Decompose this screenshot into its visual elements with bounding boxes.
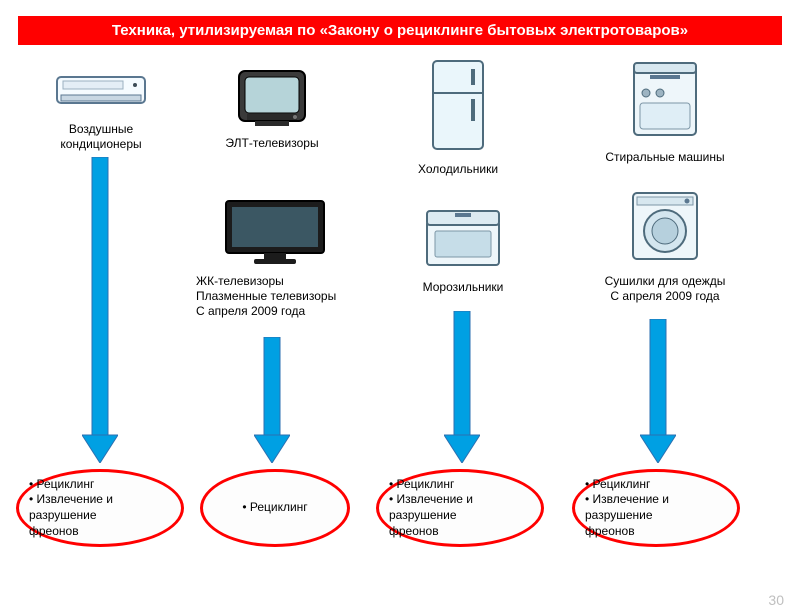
r3-l1: • Извлечение и xyxy=(389,492,531,508)
r1-l2: разрушение xyxy=(29,508,171,524)
dryer-icon xyxy=(625,185,705,270)
appliance-washer: Стиральные машины xyxy=(590,57,740,165)
arrow-3 xyxy=(444,311,480,463)
r4-l1: • Извлечение и xyxy=(585,492,727,508)
r4-l2: разрушение xyxy=(585,508,727,524)
result-1: • Рециклинг • Извлечение и разрушение фр… xyxy=(16,469,184,547)
appliance-ac: Воздушные кондиционеры xyxy=(36,71,166,152)
r1-l3: фреонов xyxy=(29,524,171,540)
result-4: • Рециклинг • Извлечение и разрушение фр… xyxy=(572,469,740,547)
freezer-icon xyxy=(419,203,507,276)
appliance-dryer: Сушилки для одежды С апреля 2009 года xyxy=(580,185,750,304)
crt-label: ЭЛТ-телевизоры xyxy=(212,136,332,151)
r2-l0: • Рециклинг xyxy=(242,500,307,516)
r1-l1: • Извлечение и xyxy=(29,492,171,508)
title-bar: Техника, утилизируемая по «Закону о реци… xyxy=(18,16,782,45)
result-2: • Рециклинг xyxy=(200,469,350,547)
ac-icon xyxy=(53,71,149,118)
appliance-freezer: Морозильники xyxy=(398,203,528,295)
r4-l3: фреонов xyxy=(585,524,727,540)
ac-label: Воздушные кондиционеры xyxy=(36,122,166,152)
r1-l0: • Рециклинг xyxy=(29,477,171,493)
r3-l2: разрушение xyxy=(389,508,531,524)
appliance-crt: ЭЛТ-телевизоры xyxy=(212,63,332,151)
appliance-lcd: ЖК-телевизоры Плазменные телевизоры С ап… xyxy=(190,195,360,319)
lcd-tv-icon xyxy=(220,195,330,270)
arrow-4 xyxy=(640,319,676,463)
crt-tv-icon xyxy=(233,63,311,132)
r4-l0: • Рециклинг xyxy=(585,477,727,493)
dryer-label: Сушилки для одежды С апреля 2009 года xyxy=(580,274,750,304)
result-3: • Рециклинг • Извлечение и разрушение фр… xyxy=(376,469,544,547)
arrow-1 xyxy=(82,157,118,463)
page-number: 30 xyxy=(768,592,784,608)
r3-l3: фреонов xyxy=(389,524,531,540)
diagram-area: Воздушные кондиционеры ЭЛТ-телевизоры Хо… xyxy=(0,57,800,577)
fridge-icon xyxy=(427,57,489,158)
washer-icon xyxy=(626,57,704,146)
arrow-2 xyxy=(254,337,290,463)
freezer-label: Морозильники xyxy=(398,280,528,295)
r3-l0: • Рециклинг xyxy=(389,477,531,493)
washer-label: Стиральные машины xyxy=(590,150,740,165)
lcd-label: ЖК-телевизоры Плазменные телевизоры С ап… xyxy=(196,274,360,319)
appliance-fridge: Холодильники xyxy=(398,57,518,177)
fridge-label: Холодильники xyxy=(398,162,518,177)
